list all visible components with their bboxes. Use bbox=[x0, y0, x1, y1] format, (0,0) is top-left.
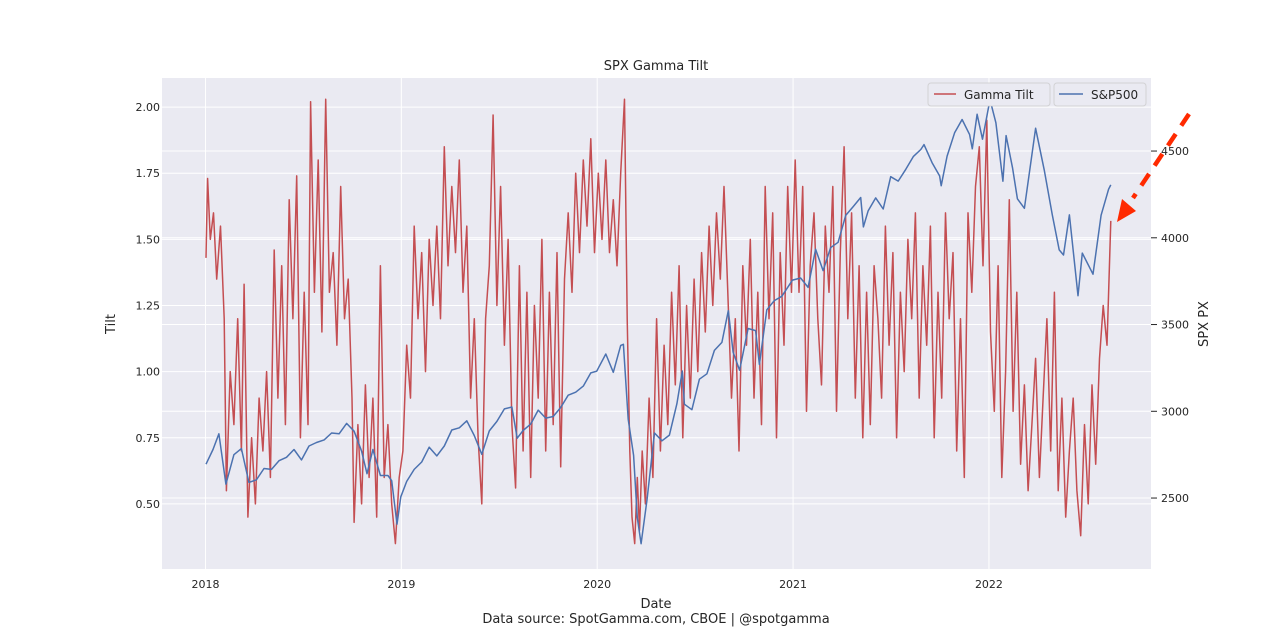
legend-gamma-tilt: Gamma Tilt bbox=[927, 82, 1051, 107]
x-tick-label: 2022 bbox=[975, 578, 1003, 591]
x-axis-label: Date bbox=[640, 597, 671, 612]
annotation-arrow bbox=[1117, 112, 1191, 222]
y-right-axis-ticks: 2500 3000 3500 4000 4500 bbox=[1151, 145, 1189, 505]
x-tick-label: 2021 bbox=[779, 578, 807, 591]
y-left-tick-label: 2.00 bbox=[136, 101, 161, 114]
y-right-tick-label: 2500 bbox=[1161, 492, 1189, 505]
y-left-axis-label: Tilt bbox=[104, 314, 119, 335]
legend-label-spx: S&P500 bbox=[1091, 88, 1138, 102]
legend-label-tilt: Gamma Tilt bbox=[964, 88, 1034, 102]
series-line-gamma-tilt bbox=[205, 98, 1112, 545]
chart-title: SPX Gamma Tilt bbox=[604, 59, 708, 74]
y-left-tick-label: 1.25 bbox=[136, 300, 161, 313]
y-left-tick-label: 0.75 bbox=[136, 432, 161, 445]
x-axis-ticks: 2018 2019 2020 2021 2022 bbox=[191, 578, 1002, 591]
legend-spx: S&P500 bbox=[1053, 82, 1147, 107]
footer-source: Data source: SpotGamma.com, CBOE | @spot… bbox=[482, 612, 829, 627]
y-left-tick-label: 1.50 bbox=[136, 233, 161, 246]
x-tick-label: 2018 bbox=[191, 578, 219, 591]
y-right-tick-label: 3500 bbox=[1161, 319, 1189, 332]
x-tick-label: 2019 bbox=[387, 578, 415, 591]
y-left-tick-label: 0.50 bbox=[136, 498, 161, 511]
y-right-tick-label: 3000 bbox=[1161, 405, 1189, 418]
y-left-tick-label: 1.00 bbox=[136, 366, 161, 379]
y-right-axis-label: SPX PX bbox=[1197, 301, 1212, 347]
annotation-arrow-head bbox=[1117, 199, 1136, 222]
y-right-tick-label: 4500 bbox=[1161, 145, 1189, 158]
annotation-arrow-dashed-line bbox=[1131, 112, 1191, 200]
x-tick-label: 2020 bbox=[583, 578, 611, 591]
series-line-spx bbox=[205, 98, 1112, 545]
y-right-tick-label: 4000 bbox=[1161, 232, 1189, 245]
y-left-axis-ticks: 0.50 0.75 1.00 1.25 1.50 1.75 2.00 bbox=[136, 101, 161, 511]
y-left-tick-label: 1.75 bbox=[136, 167, 161, 180]
